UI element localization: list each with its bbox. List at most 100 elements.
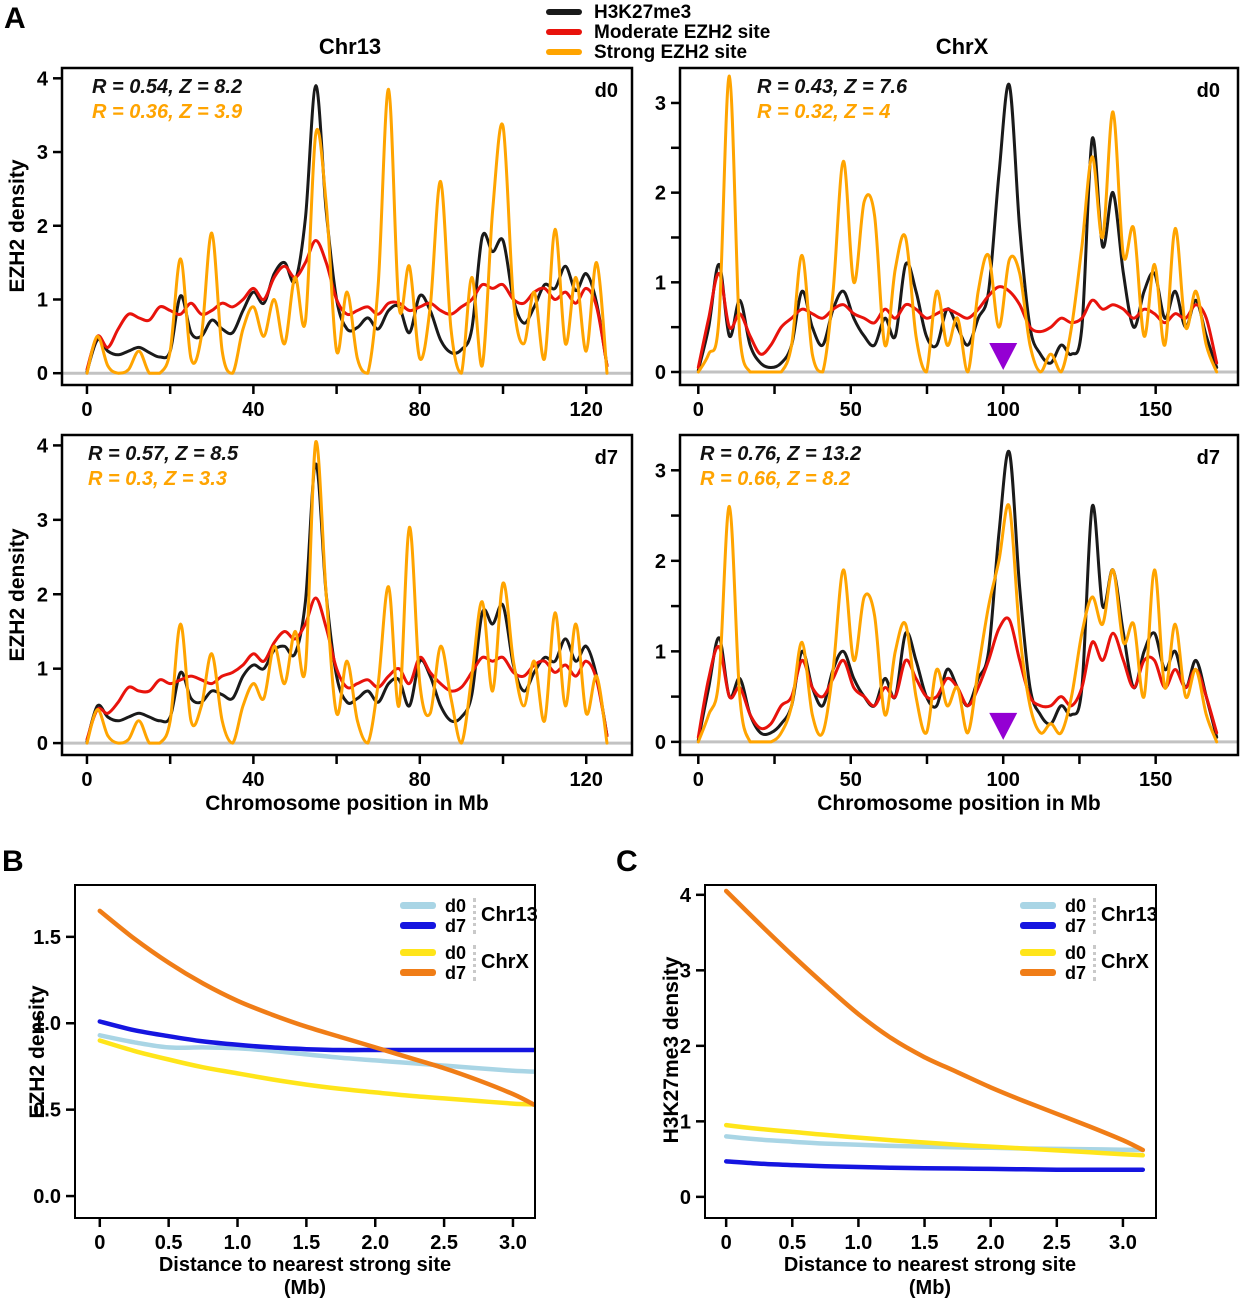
x-tick-label: 2.0 — [977, 1232, 1005, 1254]
legend-item-chr13-d0: d0 — [1020, 895, 1087, 916]
series-strong-ezh2-site — [85, 87, 609, 375]
y-tick-label: 1 — [37, 659, 48, 681]
x-tick-label: 40 — [242, 769, 264, 791]
day-label-chr13-d7: d7 — [594, 447, 618, 469]
chr13-d0-line-swatch-icon — [1020, 902, 1056, 909]
plot-frame — [678, 433, 1240, 757]
x-tick-label: 50 — [840, 769, 862, 791]
panel-c-legend: d0 d7 Chr13 d0 d7 ChrX — [1020, 897, 1158, 991]
chr13-d7-line-swatch-icon — [1020, 922, 1056, 929]
y-tick-label: 2 — [655, 551, 666, 573]
legend-bracket — [473, 944, 477, 981]
series-chrx-d0 — [97, 1038, 535, 1107]
x-tick-label: 100 — [987, 399, 1020, 421]
xlabel-chr13: Chromosome position in Mb — [205, 792, 489, 815]
chrx-d0-line-swatch-icon — [1020, 949, 1056, 956]
series-chr13-d0 — [723, 1134, 1146, 1153]
series-h3k27me3 — [696, 449, 1219, 742]
chr13-d7-line-swatch-icon — [400, 922, 436, 929]
y-tick-label: 0.0 — [33, 1186, 61, 1208]
series-strong-ezh2-site — [85, 440, 609, 745]
day-label-chr13-d0: d0 — [594, 80, 618, 102]
legend-top: H3K27me3 Moderate EZH2 site Strong EZH2 … — [546, 2, 770, 62]
legend-label: d0 — [445, 942, 467, 963]
y-tick-label: 1 — [655, 641, 666, 663]
x-tick-label: 0 — [81, 769, 92, 791]
y-tick-label: 1 — [680, 1111, 691, 1133]
chrx-d7-line-swatch-icon — [1020, 969, 1056, 976]
ylabel-row2: EZH2 density — [6, 528, 29, 662]
x-tick-label: 1.5 — [292, 1232, 320, 1254]
series-strong-ezh2-site — [696, 503, 1219, 744]
x-tick-label: 1.0 — [224, 1232, 252, 1254]
x-tick-label: 0 — [94, 1232, 105, 1254]
legend-label: Moderate EZH2 site — [594, 21, 771, 43]
plot-frame — [678, 66, 1240, 387]
legend-label: H3K27me3 — [594, 1, 692, 23]
y-tick-label: 2 — [37, 584, 48, 606]
series-moderate-ezh2-site — [696, 271, 1219, 369]
legend-label: d0 — [1065, 895, 1087, 916]
legend-item-chrx-d0: d0 — [1020, 944, 1086, 962]
ylabel-row1: EZH2 density — [6, 159, 29, 293]
stats-chr13-d0-h3k27me3: R = 0.54, Z = 8.2 — [92, 76, 243, 98]
y-tick-label: 4 — [680, 885, 692, 907]
x-tick-label: 0 — [693, 399, 704, 421]
chart-chrx_d7: 0 50 100 150 0 1 2 3 — [655, 433, 1240, 791]
stats-chr13-d7-strong: R = 0.3, Z = 3.3 — [88, 468, 227, 490]
legend-label: d7 — [1065, 962, 1087, 983]
series-moderate-ezh2-site — [85, 239, 609, 371]
y-tick-label: 0 — [37, 363, 48, 385]
legend-bracket — [473, 897, 477, 934]
y-tick-label: 3 — [655, 93, 666, 115]
column-title-chrx: ChrX — [935, 34, 989, 59]
day-label-chrx-d0: d0 — [1196, 80, 1220, 102]
x-tick-label: 3.0 — [499, 1232, 527, 1254]
x-tick-label: 150 — [1139, 769, 1172, 791]
series-h3k27me3 — [85, 84, 609, 374]
chrx-d7-line-swatch-icon — [400, 969, 436, 976]
series-moderate-ezh2-site — [85, 596, 609, 741]
legend-group-label: Chr13 — [1101, 904, 1158, 926]
panel-b-letter: B — [2, 845, 24, 878]
y-tick-label: 4 — [37, 68, 49, 90]
series-h3k27me3 — [85, 462, 609, 744]
x-tick-label: 100 — [987, 769, 1020, 791]
ylabel-panel-b: EZH2 density — [26, 985, 49, 1119]
y-tick-label: 0 — [655, 732, 666, 754]
legend-item-strong-ezh2: Strong EZH2 site — [546, 42, 770, 62]
y-tick-label: 0 — [655, 362, 666, 384]
x-tick-label: 40 — [242, 399, 264, 421]
ylabel-panel-c: H3K27me3 density — [660, 956, 683, 1144]
y-tick-label: 1 — [37, 289, 48, 311]
y-tick-label: 2 — [655, 183, 666, 205]
legend-group-label: ChrX — [1101, 951, 1149, 973]
x-tick-label: 0.5 — [778, 1232, 806, 1254]
legend-group-label: Chr13 — [481, 904, 538, 926]
y-tick-label: 4 — [37, 435, 49, 457]
y-tick-label: 0.5 — [33, 1100, 61, 1122]
x-tick-label: 80 — [409, 399, 431, 421]
x-tick-label: 2.0 — [361, 1232, 389, 1254]
panel-c-letter: C — [616, 845, 638, 878]
series-chrx-d0 — [723, 1122, 1146, 1158]
series-strong-ezh2-site — [696, 74, 1219, 374]
x-tick-label: 80 — [409, 769, 431, 791]
plot-frame — [74, 884, 536, 1219]
strong-site-marker-icon — [989, 712, 1018, 740]
legend-label: d7 — [445, 915, 467, 936]
strong-site-marker-icon — [989, 342, 1018, 370]
legend-item-h3k27me3: H3K27me3 — [546, 2, 770, 22]
y-tick-label: 3 — [680, 960, 691, 982]
chrx-d0-line-swatch-icon — [400, 949, 436, 956]
chart-chr13_d0: 0 40 80 120 0 1 2 3 4 — [37, 66, 634, 421]
x-tick-label: 0 — [81, 399, 92, 421]
stats-chrx-d7-strong: R = 0.66, Z = 8.2 — [700, 468, 851, 490]
legend-label: d7 — [1065, 915, 1087, 936]
moderate-ezh2-line-swatch-icon — [546, 29, 582, 35]
series-chr13-d7 — [723, 1159, 1146, 1172]
y-tick-label: 3 — [655, 460, 666, 482]
y-tick-label: 3 — [37, 142, 48, 164]
day-label-chrx-d7: d7 — [1196, 447, 1220, 469]
